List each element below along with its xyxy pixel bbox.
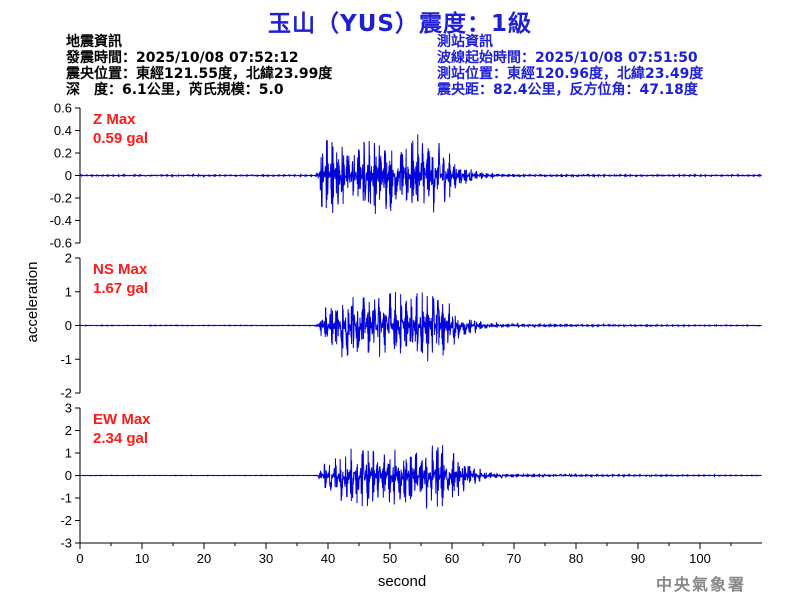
y-tick-label-z: -0.2 xyxy=(50,191,72,206)
y-tick-label-z: 0.4 xyxy=(54,123,72,138)
y-tick-label-ns: 1 xyxy=(65,284,72,299)
x-tick-label: 60 xyxy=(445,551,459,566)
y-tick-label-ns: -2 xyxy=(60,386,72,401)
y-tick-label-ew: 0 xyxy=(65,468,72,483)
y-tick-label-ns: -1 xyxy=(60,352,72,367)
max-label-z: Z Max xyxy=(93,111,136,128)
y-tick-label-z: 0.2 xyxy=(54,146,72,161)
y-tick-label-z: -0.6 xyxy=(50,236,72,251)
max-label-ns: NS Max xyxy=(93,261,148,278)
y-tick-label-ns: 0 xyxy=(65,318,72,333)
y-axis-label: acceleration xyxy=(24,262,41,343)
x-tick-label: 50 xyxy=(383,551,397,566)
x-tick-label: 80 xyxy=(569,551,583,566)
x-axis-label: second xyxy=(378,573,426,590)
y-tick-label-z: -0.4 xyxy=(50,213,72,228)
x-tick-label: 70 xyxy=(507,551,521,566)
max-label-ew: EW Max xyxy=(93,411,151,428)
waveform-trace-ns xyxy=(80,292,762,361)
x-tick-label: 30 xyxy=(259,551,273,566)
y-tick-label-ew: -1 xyxy=(60,491,72,506)
y-tick-label-z: 0.6 xyxy=(54,101,72,116)
y-tick-label-ns: 2 xyxy=(65,251,72,266)
agency-footer: 中央氣象署 xyxy=(656,571,746,595)
x-tick-label: 20 xyxy=(197,551,211,566)
y-tick-label-ew: 1 xyxy=(65,446,72,461)
max-value-ns: 1.67 gal xyxy=(93,280,148,297)
x-tick-label: 0 xyxy=(76,551,83,566)
y-tick-label-ew: -3 xyxy=(60,536,72,551)
max-value-ew: 2.34 gal xyxy=(93,430,148,447)
max-value-z: 0.59 gal xyxy=(93,130,148,147)
y-tick-label-ew: -2 xyxy=(60,513,72,528)
waveform-trace-z xyxy=(80,134,762,214)
y-tick-label-z: 0 xyxy=(65,168,72,183)
y-tick-label-ew: 2 xyxy=(65,423,72,438)
x-tick-label: 100 xyxy=(689,551,711,566)
y-tick-label-ew: 3 xyxy=(65,401,72,416)
x-tick-label: 90 xyxy=(631,551,645,566)
waveform-trace-ew xyxy=(80,445,762,507)
x-tick-label: 10 xyxy=(135,551,149,566)
x-tick-label: 40 xyxy=(321,551,335,566)
